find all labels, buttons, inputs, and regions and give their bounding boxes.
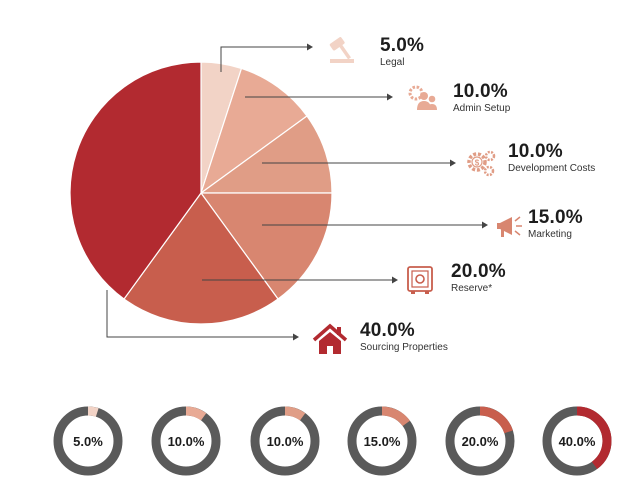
house-icon	[312, 323, 348, 354]
donut-arc	[53, 406, 123, 476]
donut-label: 10.0%	[167, 433, 205, 449]
pie-slice-marketing	[199, 192, 333, 300]
pie-slice-admin-setup	[199, 67, 308, 195]
pie-chart: $	[69, 37, 522, 354]
label-reserve: 20.0% Reserve*	[451, 262, 506, 294]
label-marketing: 15.0% Marketing	[528, 208, 583, 240]
donut-3: 10.0%	[249, 405, 321, 477]
donut-label: 15.0%	[363, 433, 401, 449]
pie-slice-reserve	[123, 191, 279, 325]
leader-arrow-reserve	[392, 276, 398, 284]
label-sourcing-properties: 40.0% Sourcing Properties	[360, 321, 448, 353]
donut-arc	[445, 406, 515, 476]
label-legal: 5.0% Legal	[380, 36, 424, 68]
pie-slice-development-costs	[199, 115, 333, 194]
donut-5: 20.0%	[444, 405, 516, 477]
leader-arrow-development-costs	[450, 159, 456, 167]
label-development-costs-percent: 10.0%	[508, 141, 563, 162]
label-sourcing-properties-percent: 40.0%	[360, 320, 415, 341]
label-marketing-name: Marketing	[528, 229, 572, 240]
leader-arrow-legal	[307, 43, 313, 51]
leader-arrow-admin-setup	[387, 93, 393, 101]
donut-label: 40.0%	[558, 433, 596, 449]
label-development-costs: 10.0% Development Costs	[508, 142, 595, 174]
megaphone-icon	[497, 216, 522, 237]
gavel-icon	[329, 37, 354, 63]
leader-arrow-sourcing-properties	[293, 333, 299, 341]
leader-arrow-marketing	[482, 221, 488, 229]
label-admin-setup-name: Admin Setup	[453, 103, 511, 114]
donut-2: 10.0%	[150, 405, 222, 477]
label-reserve-percent: 20.0%	[451, 261, 506, 282]
label-legal-percent: 5.0%	[380, 35, 425, 56]
donut-arc	[347, 406, 417, 476]
donut-label: 5.0%	[73, 433, 103, 449]
svg-text:$: $	[475, 159, 480, 168]
label-admin-setup-percent: 10.0%	[453, 81, 508, 102]
donut-arc	[542, 406, 612, 476]
label-sourcing-properties-name: Sourcing Properties	[360, 342, 448, 353]
label-marketing-percent: 15.0%	[528, 207, 583, 228]
safe-icon	[407, 266, 433, 294]
donut-1: 5.0%	[52, 405, 124, 477]
leader-line-sourcing-properties	[106, 290, 298, 338]
leader-line-legal	[220, 46, 312, 72]
label-development-costs-name: Development Costs	[508, 163, 596, 174]
label-legal-name: Legal	[380, 57, 405, 68]
label-admin-setup: 10.0% Admin Setup	[453, 82, 510, 114]
donut-6: 40.0%	[541, 405, 613, 477]
donut-arc	[151, 406, 221, 476]
donut-arc	[250, 406, 320, 476]
donut-4: 15.0%	[346, 405, 418, 477]
donut-label: 10.0%	[266, 433, 304, 449]
users-gear-icon	[408, 85, 437, 110]
label-reserve-name: Reserve*	[451, 283, 493, 294]
dollar-gears-icon: $	[467, 150, 496, 177]
pie-slice-sourcing-properties	[69, 61, 202, 300]
donut-label: 20.0%	[461, 433, 499, 449]
